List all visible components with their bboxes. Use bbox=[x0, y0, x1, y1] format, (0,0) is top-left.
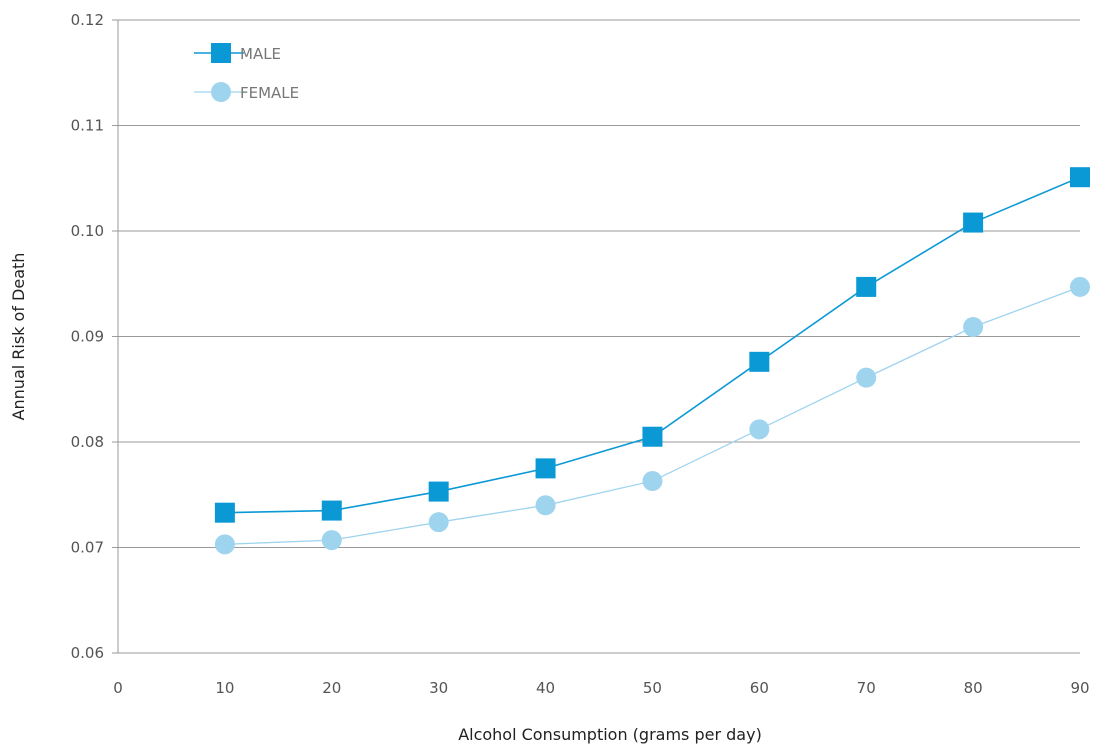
data-point-male bbox=[214, 502, 235, 523]
x-tick-label: 30 bbox=[429, 679, 448, 697]
legend-label: MALE bbox=[240, 45, 281, 63]
x-tick-label: 50 bbox=[643, 679, 662, 697]
y-axis-title: Annual Risk of Death bbox=[9, 253, 28, 421]
data-point-female bbox=[963, 317, 984, 338]
y-tick-label: 0.11 bbox=[71, 117, 104, 135]
x-axis-title: Alcohol Consumption (grams per day) bbox=[458, 725, 762, 744]
data-point-female bbox=[535, 495, 556, 516]
legend-square-marker bbox=[211, 43, 231, 63]
legend-circle-marker bbox=[211, 82, 231, 102]
gridlines bbox=[112, 19, 1080, 654]
data-point-male bbox=[535, 458, 556, 479]
x-tick-label: 20 bbox=[322, 679, 341, 697]
data-point-female bbox=[428, 512, 449, 533]
x-tick-label: 70 bbox=[857, 679, 876, 697]
legend-item-male: MALE bbox=[194, 43, 281, 63]
x-tick-label: 40 bbox=[536, 679, 555, 697]
data-point-male bbox=[428, 481, 449, 502]
x-tick-label: 90 bbox=[1070, 679, 1089, 697]
y-tick-label: 0.09 bbox=[71, 328, 104, 346]
legend: MALE FEMALE bbox=[194, 43, 299, 102]
x-tick-label: 80 bbox=[964, 679, 983, 697]
series-line-male bbox=[224, 176, 1081, 514]
data-point-male bbox=[749, 351, 770, 372]
series-layer bbox=[214, 167, 1090, 555]
data-point-female bbox=[1070, 276, 1090, 297]
axes: 0.06 0.07 0.08 0.09 0.10 0.11 0.12 0 10 20 30 40 50 6… bbox=[71, 11, 1090, 697]
y-tick-label: 0.08 bbox=[71, 433, 104, 451]
data-point-male bbox=[856, 276, 877, 297]
data-point-male bbox=[642, 426, 663, 447]
data-point-female bbox=[214, 534, 235, 555]
x-tick-label: 0 bbox=[113, 679, 123, 697]
data-point-male bbox=[1070, 167, 1090, 188]
series-line-female bbox=[224, 286, 1081, 545]
data-point-male bbox=[963, 212, 984, 233]
x-tick-label: 10 bbox=[215, 679, 234, 697]
data-point-female bbox=[856, 367, 877, 388]
data-point-male bbox=[321, 500, 342, 521]
data-point-female bbox=[321, 530, 342, 551]
series-female bbox=[214, 276, 1090, 555]
series-male bbox=[214, 167, 1090, 523]
y-tick-label: 0.07 bbox=[71, 539, 104, 557]
y-tick-label: 0.06 bbox=[71, 644, 104, 662]
data-point-female bbox=[642, 471, 663, 492]
y-tick-label: 0.10 bbox=[71, 222, 104, 240]
data-point-female bbox=[749, 419, 770, 440]
legend-item-female: FEMALE bbox=[194, 82, 299, 102]
legend-label: FEMALE bbox=[240, 84, 299, 102]
y-tick-label: 0.12 bbox=[71, 11, 104, 29]
x-tick-label: 60 bbox=[750, 679, 769, 697]
